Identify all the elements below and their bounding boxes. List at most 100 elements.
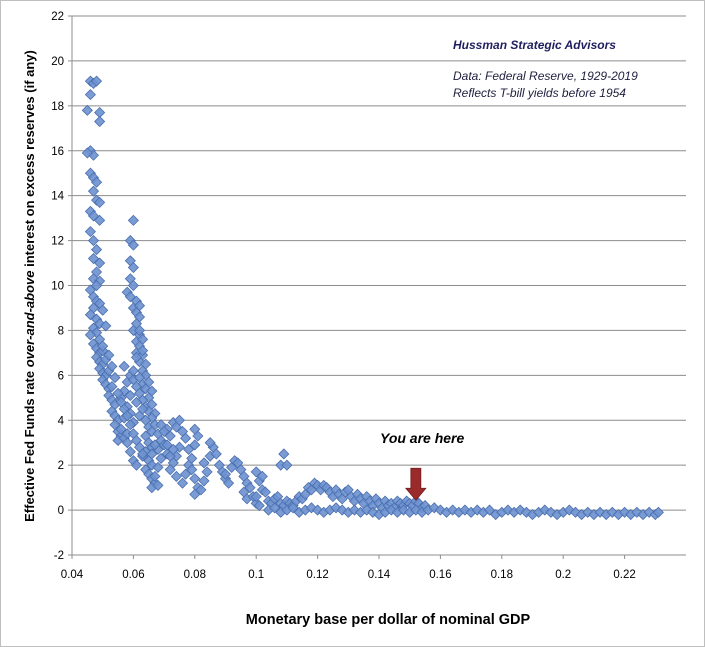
- data-point: [204, 437, 216, 449]
- data-point: [146, 448, 158, 460]
- data-point: [127, 261, 139, 274]
- data-point: [90, 75, 103, 87]
- data-point: [81, 147, 93, 159]
- data-point: [121, 410, 133, 422]
- data-point: [281, 459, 293, 471]
- data-point: [158, 425, 170, 438]
- data-point: [198, 475, 210, 487]
- data-point: [164, 464, 176, 476]
- data-point: [90, 176, 103, 188]
- y-axis-title-part-1: Effective Fed Funds rate: [22, 367, 37, 522]
- data-point: [94, 214, 106, 226]
- data-point: [167, 443, 179, 456]
- data-point: [149, 470, 161, 482]
- data-point: [305, 502, 318, 514]
- data-point: [127, 214, 139, 226]
- y-axis-title-part-3: interest on excess reserves (if any): [22, 50, 37, 270]
- data-point: [223, 477, 235, 489]
- y-tick-label: 10: [51, 281, 64, 293]
- y-tick-label: 0: [58, 505, 64, 517]
- data-point: [133, 387, 146, 399]
- data-point: [115, 423, 127, 435]
- data-point: [149, 439, 161, 451]
- x-tick-label: 0.1: [248, 569, 264, 581]
- data-point: [137, 448, 149, 460]
- x-tick-label: 0.06: [122, 569, 144, 581]
- x-axis-title: Monetary base per dollar of nominal GDP: [246, 612, 531, 628]
- data-point: [195, 484, 207, 496]
- data-point: [97, 340, 109, 352]
- data-point: [155, 452, 167, 464]
- data-point: [189, 473, 201, 485]
- y-tick-label: 16: [51, 146, 64, 158]
- data-point: [84, 329, 96, 341]
- data-point: [94, 196, 106, 208]
- data-point: [87, 252, 100, 265]
- data-point: [198, 457, 210, 469]
- data-point: [176, 477, 189, 489]
- data-point: [189, 439, 201, 451]
- data-point: [180, 468, 192, 480]
- x-tick-label: 0.08: [184, 569, 206, 581]
- y-tick-label: -2: [54, 550, 64, 562]
- data-point: [186, 464, 198, 476]
- data-point: [94, 257, 106, 269]
- x-tick-label: 0.14: [368, 569, 391, 581]
- data-point: [127, 239, 139, 251]
- data-point: [124, 446, 136, 458]
- data-point: [287, 502, 299, 514]
- data-point: [127, 365, 139, 377]
- data-point: [173, 414, 186, 426]
- data-point: [201, 466, 213, 478]
- data-point: [186, 452, 198, 464]
- data-point: [124, 419, 136, 431]
- y-axis-title: Effective Fed Funds rate over-and-above …: [22, 50, 37, 522]
- source-annotation-line-2: Reflects T-bill yields before 1954: [453, 86, 626, 100]
- x-tick-label: 0.12: [306, 569, 328, 581]
- data-point: [100, 320, 112, 332]
- source-annotation-line-1: Data: Federal Reserve, 1929-2019: [453, 69, 638, 83]
- data-point: [118, 360, 130, 372]
- data-point: [244, 482, 256, 494]
- data-point: [84, 309, 96, 321]
- data-point: [130, 396, 143, 408]
- data-point: [269, 502, 281, 514]
- data-point: [103, 349, 115, 361]
- data-point: [253, 500, 265, 512]
- data-point: [130, 351, 143, 363]
- data-point: [189, 488, 201, 500]
- data-point: [183, 443, 195, 456]
- data-point: [90, 279, 103, 292]
- you-are-here-arrow: [404, 467, 427, 501]
- data-point: [81, 104, 93, 116]
- y-tick-label: 14: [51, 191, 64, 203]
- data-point: [170, 470, 182, 482]
- data-point: [106, 360, 118, 372]
- y-tick-label: 8: [58, 325, 64, 337]
- data-point: [124, 389, 136, 402]
- data-point: [137, 403, 149, 415]
- y-tick-label: 2: [58, 460, 64, 472]
- x-tick-label: 0.22: [613, 569, 635, 581]
- data-point: [256, 470, 268, 482]
- data-point: [84, 226, 96, 238]
- data-point: [483, 504, 496, 516]
- y-tick-label: 18: [51, 101, 64, 113]
- axis-layer: [68, 15, 686, 559]
- points-layer: [81, 75, 664, 521]
- data-point: [124, 291, 136, 303]
- data-point: [189, 423, 201, 435]
- data-point: [137, 345, 149, 357]
- data-point: [210, 448, 222, 460]
- data-point: [180, 432, 192, 444]
- data-point: [250, 491, 262, 503]
- data-point: [94, 115, 106, 128]
- data-point: [90, 244, 103, 256]
- y-tick-label: 12: [51, 236, 64, 248]
- x-tick-label: 0.16: [429, 569, 451, 581]
- y-tick-labels: -2 0 2 4 6 8 10 12 14 16 18 20 22: [51, 11, 64, 562]
- data-point: [250, 466, 262, 478]
- data-point: [428, 502, 440, 514]
